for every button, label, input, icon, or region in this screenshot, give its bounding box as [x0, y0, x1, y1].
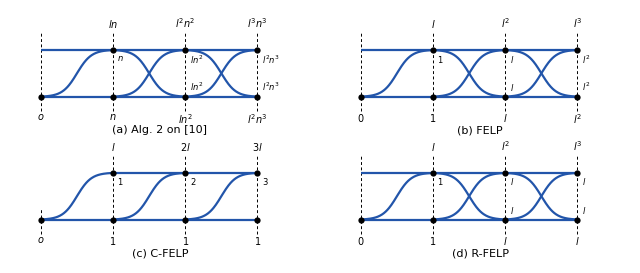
- Text: (c) C-FELP: (c) C-FELP: [132, 248, 188, 258]
- Text: $1$: $1$: [109, 235, 116, 247]
- Text: $o$: $o$: [37, 235, 45, 245]
- Text: $1$: $1$: [437, 176, 444, 187]
- Text: $3$: $3$: [262, 176, 269, 187]
- Text: $ln^2$: $ln^2$: [189, 54, 203, 66]
- Text: $1$: $1$: [254, 235, 261, 247]
- Text: $0$: $0$: [357, 112, 365, 124]
- Text: $l^2$: $l^2$: [500, 16, 510, 30]
- Text: $2$: $2$: [189, 176, 196, 187]
- Text: $l^2n^3$: $l^2n^3$: [262, 81, 280, 93]
- Text: $n$: $n$: [117, 54, 124, 63]
- Text: $1$: $1$: [117, 176, 124, 187]
- Text: $l$: $l$: [509, 82, 514, 93]
- Text: $l$: $l$: [503, 112, 508, 124]
- Text: $l^2n^3$: $l^2n^3$: [247, 112, 268, 126]
- Text: $l$: $l$: [431, 141, 435, 153]
- Text: (a) Alg. 2 on [10]: (a) Alg. 2 on [10]: [113, 125, 207, 135]
- Text: $l$: $l$: [582, 205, 586, 216]
- Text: $l^2$: $l^2$: [582, 54, 590, 66]
- Text: $l$: $l$: [582, 176, 586, 187]
- Text: $l$: $l$: [111, 141, 115, 153]
- Text: $l^3$: $l^3$: [573, 139, 582, 153]
- Text: $1$: $1$: [429, 112, 436, 124]
- Text: $l$: $l$: [509, 176, 514, 187]
- Text: $l^2$: $l^2$: [582, 81, 590, 93]
- Text: $3l$: $3l$: [252, 141, 263, 153]
- Text: $1$: $1$: [182, 235, 189, 247]
- Text: $l$: $l$: [509, 205, 514, 216]
- Text: $ln$: $ln$: [108, 18, 118, 30]
- Text: (d) R-FELP: (d) R-FELP: [451, 248, 509, 258]
- Text: $0$: $0$: [357, 235, 365, 247]
- Text: $o$: $o$: [37, 112, 45, 123]
- Text: $2l$: $2l$: [180, 141, 191, 153]
- Text: $l$: $l$: [509, 54, 514, 64]
- Text: $ln^2$: $ln^2$: [178, 112, 193, 126]
- Text: $l^2n^2$: $l^2n^2$: [175, 16, 195, 30]
- Text: $n$: $n$: [109, 112, 117, 123]
- Text: $l$: $l$: [575, 235, 580, 247]
- Text: $l^2$: $l^2$: [500, 139, 510, 153]
- Text: $l^2n^3$: $l^2n^3$: [262, 54, 280, 66]
- Text: (b) FELP: (b) FELP: [457, 125, 503, 135]
- Text: $ln^2$: $ln^2$: [189, 81, 203, 93]
- Text: $1$: $1$: [437, 54, 444, 64]
- Text: $l$: $l$: [431, 18, 435, 30]
- Text: $l^3$: $l^3$: [573, 16, 582, 30]
- Text: $1$: $1$: [429, 235, 436, 247]
- Text: $l^2$: $l^2$: [573, 112, 582, 126]
- Text: $l^3n^3$: $l^3n^3$: [247, 16, 268, 30]
- Text: $l$: $l$: [503, 235, 508, 247]
